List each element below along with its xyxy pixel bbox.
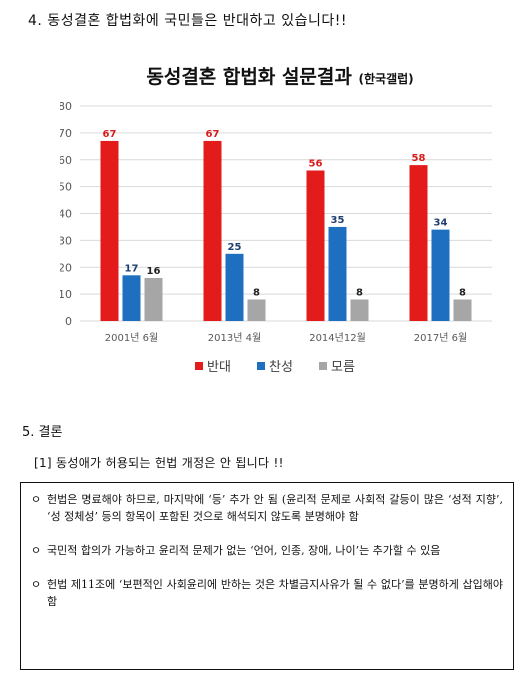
- conclusion-item-text: 헌법 제11조에 ‘보편적인 사회윤리에 반하는 것은 차별금지사유가 될 수 …: [47, 578, 503, 608]
- y-tick-label: 50: [60, 181, 72, 194]
- data-label: 34: [434, 218, 448, 229]
- y-tick-label: 30: [60, 234, 72, 247]
- bullet-icon: ㅇ: [31, 493, 42, 506]
- y-tick-label: 20: [60, 261, 72, 274]
- legend-label: 찬성: [269, 360, 293, 375]
- data-label: 58: [412, 153, 426, 164]
- data-label: 8: [459, 288, 466, 299]
- bar-chart-svg: 0 10 20 30 40 50 60 70 80 67 17 16 2001년 6월 67 25 8 2013…: [58, 100, 492, 375]
- conclusion-item-text: 헌법은 명료해야 하므로, 마지막에 ‘등’ 추가 안 됨 (윤리적 문제로 사…: [47, 493, 503, 523]
- section-4-heading: 4. 동성결혼 합법화에 국민들은 반대하고 있습니다!!: [28, 13, 347, 29]
- bar-찬성: [328, 226, 347, 321]
- data-label: 17: [125, 263, 139, 274]
- legend-label: 모름: [331, 360, 355, 375]
- data-label: 67: [206, 129, 220, 140]
- bullet-icon: ㅇ: [31, 544, 42, 557]
- bar-모름: [453, 299, 472, 321]
- data-label: 67: [103, 129, 117, 140]
- x-tick-label: 2017년 6월: [414, 332, 467, 344]
- bar-반대: [306, 170, 325, 321]
- bar-반대: [409, 165, 428, 321]
- y-tick-label: 70: [60, 127, 72, 140]
- x-tick-label: 2001년 6월: [105, 332, 158, 344]
- conclusion-box: ㅇ 헌법은 명료해야 하므로, 마지막에 ‘등’ 추가 안 됨 (윤리적 문제로…: [20, 482, 514, 670]
- conclusion-item: ㅇ 헌법은 명료해야 하므로, 마지막에 ‘등’ 추가 안 됨 (윤리적 문제로…: [31, 491, 503, 525]
- y-tick-label: 0: [65, 315, 72, 328]
- conclusion-item: ㅇ 국민적 합의가 가능하고 윤리적 문제가 없는 ‘언어, 인종, 장애, 나…: [31, 542, 503, 559]
- survey-chart: 동성결혼 합법화 설문결과 (한국갤럽) 0 10 20 30 40 50 60 70 80 67…: [58, 52, 500, 392]
- y-tick-label: 80: [60, 100, 72, 113]
- bar-모름: [350, 299, 369, 321]
- conclusion-subheading: [1] 동성애가 허용되는 헌법 개정은 안 됩니다 !!: [34, 456, 284, 470]
- data-label: 8: [253, 288, 260, 299]
- bar-찬성: [225, 253, 244, 321]
- bar-찬성: [122, 275, 141, 321]
- x-tick-label: 2014년12월: [309, 332, 366, 344]
- bar-모름: [247, 299, 266, 321]
- bar-모름: [144, 278, 163, 321]
- data-label: 16: [147, 266, 161, 277]
- conclusion-item: ㅇ 헌법 제11조에 ‘보편적인 사회윤리에 반하는 것은 차별금지사유가 될 …: [31, 576, 503, 610]
- bullet-icon: ㅇ: [31, 578, 42, 591]
- y-tick-label: 60: [60, 154, 72, 167]
- chart-title-main: 동성결혼 합법화 설문결과: [146, 66, 352, 88]
- data-label: 25: [228, 242, 242, 253]
- bar-반대: [203, 140, 222, 321]
- legend-swatch: [319, 362, 327, 370]
- y-tick-label: 10: [60, 288, 72, 301]
- data-label: 8: [356, 288, 363, 299]
- legend-label: 반대: [207, 360, 231, 375]
- chart-title: 동성결혼 합법화 설문결과 (한국갤럽): [60, 62, 500, 89]
- bar-찬성: [431, 229, 450, 321]
- data-label: 56: [309, 159, 323, 170]
- legend-swatch: [195, 362, 203, 370]
- chart-subtitle: (한국갤럽): [358, 72, 414, 86]
- bar-반대: [100, 140, 119, 321]
- section-5-heading: 5. 결론: [22, 425, 63, 440]
- x-tick-label: 2013년 4월: [208, 332, 261, 344]
- data-label: 35: [331, 215, 345, 226]
- legend-swatch: [257, 362, 265, 370]
- conclusion-item-text: 국민적 합의가 가능하고 윤리적 문제가 없는 ‘언어, 인종, 장애, 나이’…: [47, 544, 441, 557]
- y-tick-label: 40: [60, 208, 72, 221]
